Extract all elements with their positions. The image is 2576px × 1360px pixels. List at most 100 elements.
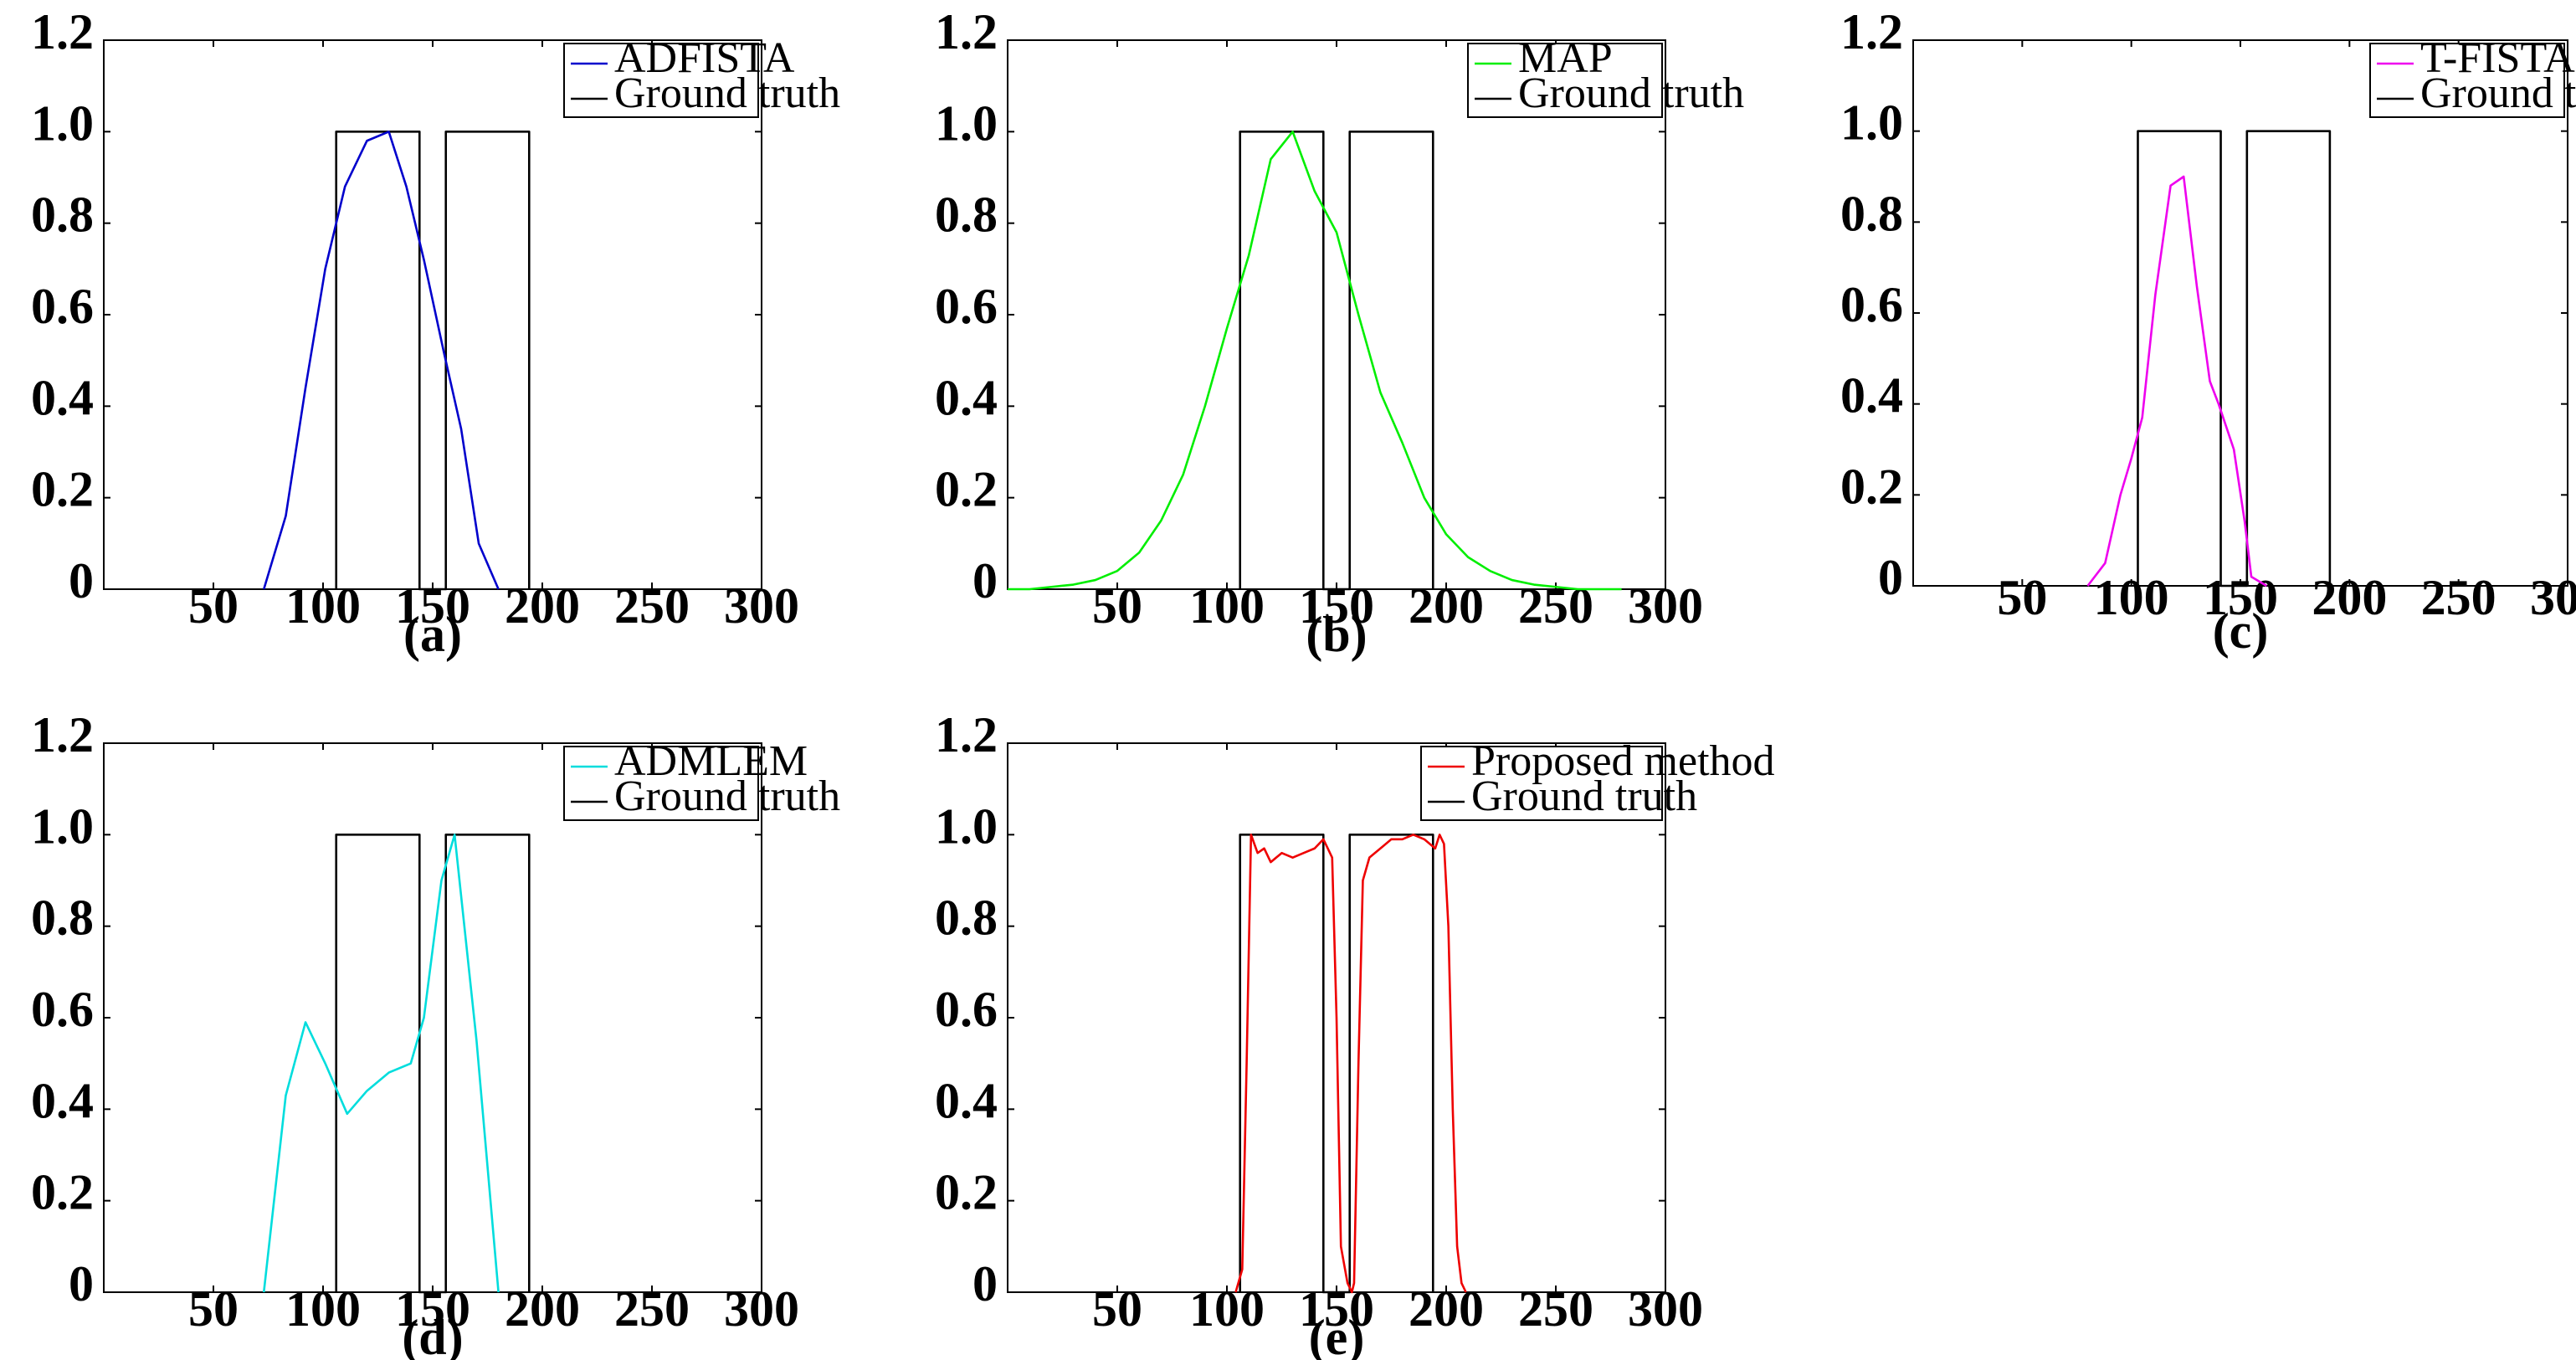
axes-box [103,39,762,590]
legend-label: Ground truth [614,772,840,820]
series-line-ground-truth [1239,131,1434,591]
y-tick-label: 0.6 [935,982,998,1037]
y-tick-label: 0.8 [935,187,998,243]
panel-a: (a) 0 0.2 0.4 0.6 0.8 1.0 1.2 50 100 150 200 250 300… [31,4,840,662]
axes-box [103,742,762,1293]
axes-box [1007,39,1666,590]
x-tick-label: 200 [2312,570,2387,625]
panel-caption: (a) [403,607,462,662]
y-tick-label: 0.8 [31,890,94,946]
y-tick-label: 0.4 [31,370,94,425]
legend-label: ADFISTA [614,34,795,82]
legend-box [563,746,759,821]
y-tick-label: 0.2 [935,462,998,517]
series-line-ground-truth [335,834,531,1294]
legend-box [2369,43,2565,118]
legend-label: MAP [1518,34,1613,82]
x-tick-label: 150 [1299,578,1374,634]
series-line-ground-truth [335,131,531,591]
y-tick-label: 0.2 [31,462,94,517]
legend-label: Ground truth [1518,69,1744,117]
x-tick-label: 100 [285,1281,361,1337]
series-line-ground-truth [1239,834,1434,1294]
y-tick-label: 0.6 [1840,277,1903,332]
x-tick-label: 250 [614,1281,690,1337]
y-tick-label: 0.4 [1840,368,1903,423]
x-tick-label: 200 [505,1281,580,1337]
x-tick-label: 100 [1189,578,1265,634]
legend-label: Ground truth [2420,69,2576,117]
legend-label: ADMLEM [614,737,808,785]
panel-b: (b) 00.20.40.60.81.01.250 100 150 200 250 300… [935,4,1744,662]
legend-label: T-FISTA [2420,34,2575,82]
series-line-ground-truth [2137,130,2332,588]
y-tick-label: 1.2 [31,4,94,59]
x-tick-label: 250 [1518,1281,1593,1337]
x-tick-label: 300 [724,578,799,634]
x-tick-label: 50 [188,578,239,634]
panel-c: (c) 0 0.2 0.4 0.6 0.8 1.0 1.2 50 100 150 200 250 300… [1840,4,2576,659]
x-tick-label: 250 [2421,570,2496,625]
y-tick-label: 0 [69,1256,94,1311]
y-tick-label: 0.4 [935,1073,998,1128]
y-tick-label: 1.2 [935,707,998,762]
y-tick-label: 0.8 [935,890,998,946]
legend-box [1467,43,1663,118]
panel-caption: (d) [402,1310,463,1360]
y-tick-label: 0.8 [31,187,94,243]
x-tick-label: 150 [395,1281,470,1337]
y-tick-label: 0.2 [31,1165,94,1220]
y-tick-label: 0.6 [31,279,94,334]
y-tick-label: 1.0 [31,95,94,151]
y-tick-label: 0.4 [31,1073,94,1128]
y-tick-label: 0 [1878,550,1903,605]
x-tick-label: 100 [285,578,361,634]
y-tick-label: 0.2 [1840,459,1903,514]
x-tick-label: 100 [2094,570,2169,625]
x-tick-label: 50 [1092,1281,1142,1337]
x-tick-label: 50 [1092,578,1142,634]
y-tick-label: 1.2 [31,707,94,762]
y-tick-label: 1.0 [31,798,94,854]
x-tick-label: 250 [614,578,690,634]
panel-caption: (b) [1306,607,1367,662]
legend-label: Proposed method [1471,737,1775,785]
y-tick-label: 0 [69,553,94,608]
y-tick-label: 1.0 [1840,95,1903,151]
series-line-adfista [263,131,500,590]
x-tick-label: 150 [2203,570,2278,625]
y-tick-label: 0.6 [935,279,998,334]
axes-box [1912,39,2568,587]
series-line-admlem [262,834,500,1293]
y-tick-label: 0.4 [935,370,998,425]
legend-label: Ground truth [1471,772,1697,820]
x-tick-label: 150 [1299,1281,1374,1337]
y-tick-label: 1.0 [935,798,998,854]
series-line-proposed-method [1234,834,1467,1294]
y-tick-label: 1.2 [935,4,998,59]
series-line-map [1008,131,1622,591]
y-tick-label: 0.6 [31,982,94,1037]
y-tick-label: 1.0 [935,95,998,151]
x-tick-label: 300 [724,1281,799,1337]
x-tick-label: 150 [395,578,470,634]
panel-caption: (c) [2213,603,2269,659]
x-tick-label: 50 [1997,570,2047,625]
panel-caption: (e) [1309,1310,1365,1360]
legend-label: Ground truth [614,69,840,117]
x-tick-label: 200 [1409,578,1484,634]
panel-d: (d) 0 0.2 0.4 0.6 0.8 1.0 1.2 50 100 150 200 250 300… [31,707,840,1360]
y-tick-label: 0 [972,1256,998,1311]
panel-e: (e) 0 0.2 0.4 0.6 0.8 1.0 1.2 50 100 150 200 250 300… [935,707,1775,1360]
x-tick-label: 300 [1628,1281,1703,1337]
x-tick-label: 50 [188,1281,239,1337]
x-tick-label: 100 [1189,1281,1265,1337]
y-tick-label: 0.8 [1840,186,1903,241]
legend-box [1420,746,1663,821]
